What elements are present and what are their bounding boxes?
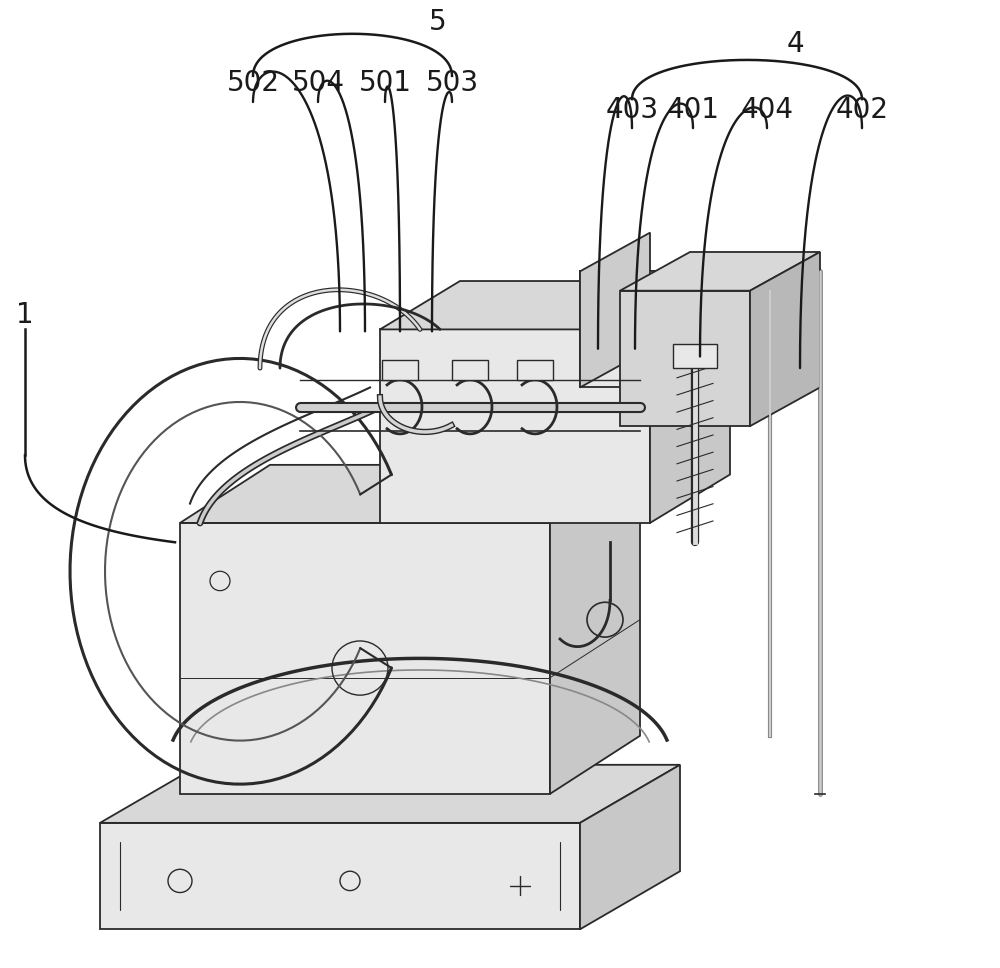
Text: 503: 503 bbox=[425, 69, 479, 97]
Text: 403: 403 bbox=[605, 96, 659, 124]
Text: 401: 401 bbox=[666, 96, 720, 124]
Text: 402: 402 bbox=[836, 96, 889, 124]
Polygon shape bbox=[620, 252, 820, 290]
Polygon shape bbox=[580, 271, 720, 387]
Polygon shape bbox=[380, 281, 730, 329]
Polygon shape bbox=[580, 271, 720, 348]
Polygon shape bbox=[180, 523, 550, 794]
Polygon shape bbox=[180, 465, 640, 523]
Text: 1: 1 bbox=[16, 301, 34, 329]
Text: 504: 504 bbox=[292, 69, 344, 97]
Text: 502: 502 bbox=[226, 69, 280, 97]
Text: 4: 4 bbox=[786, 30, 804, 58]
Text: 404: 404 bbox=[740, 96, 794, 124]
Polygon shape bbox=[380, 329, 650, 523]
Polygon shape bbox=[100, 765, 680, 823]
Polygon shape bbox=[620, 290, 750, 426]
Polygon shape bbox=[100, 823, 580, 929]
Polygon shape bbox=[452, 360, 488, 379]
Polygon shape bbox=[580, 232, 650, 387]
Polygon shape bbox=[517, 360, 553, 379]
Polygon shape bbox=[673, 344, 717, 368]
Polygon shape bbox=[650, 281, 730, 523]
Polygon shape bbox=[382, 360, 418, 379]
Text: 5: 5 bbox=[429, 8, 447, 36]
Polygon shape bbox=[750, 252, 820, 426]
Text: 501: 501 bbox=[358, 69, 412, 97]
Polygon shape bbox=[550, 465, 640, 794]
Polygon shape bbox=[580, 765, 680, 929]
